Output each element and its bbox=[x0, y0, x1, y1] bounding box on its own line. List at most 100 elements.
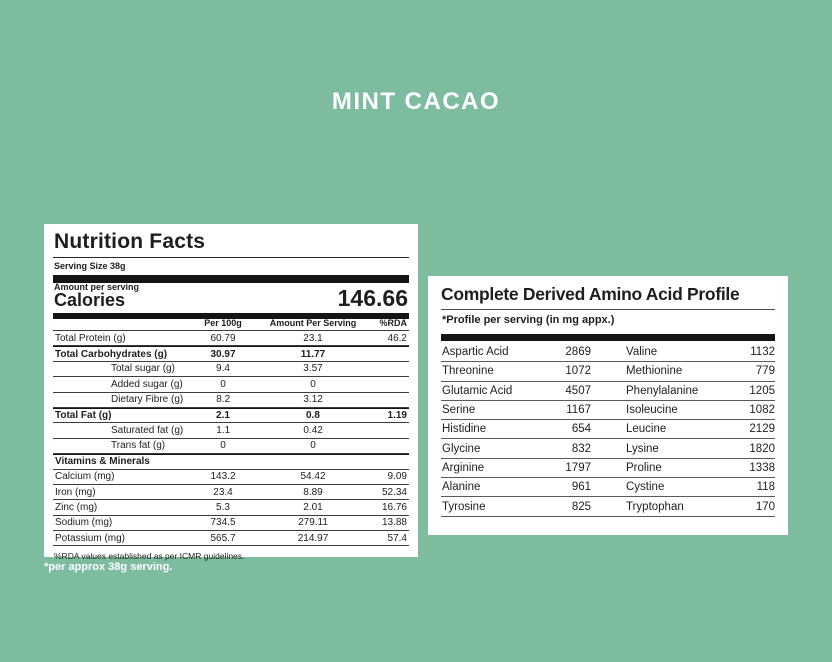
amino-name-right: Methionine bbox=[626, 365, 683, 378]
nutrient-rda: 57.4 bbox=[387, 532, 407, 544]
nutrient-per-serving: 0.8 bbox=[306, 410, 320, 422]
nutrition-table-row: Vitamins & Minerals bbox=[53, 454, 409, 470]
nutrient-label: Iron (mg) bbox=[55, 486, 96, 498]
nutrient-per-serving: 8.89 bbox=[303, 486, 323, 498]
amino-profile-panel: Complete Derived Amino Acid Profile *Pro… bbox=[428, 276, 788, 535]
nutrition-table-row: Added sugar (g) 0 0 bbox=[53, 377, 409, 393]
amino-value-left: 2869 bbox=[565, 346, 591, 359]
amino-value-left: 1072 bbox=[565, 365, 591, 378]
amino-name-left: Arginine bbox=[442, 461, 485, 474]
amino-name-left: Glycine bbox=[442, 442, 481, 455]
calories-label: Calories bbox=[54, 290, 126, 310]
nutrient-per-100g: 30.97 bbox=[210, 348, 236, 360]
nutrient-label: Total Protein (g) bbox=[55, 332, 126, 344]
nutrient-per-serving: 3.12 bbox=[303, 394, 323, 406]
nutrition-table-row: Trans fat (g) 0 0 bbox=[53, 439, 409, 455]
nutrition-table-row: Dietary Fibre (g) 8.2 3.12 bbox=[53, 393, 409, 408]
amino-table-row: Serine 1167 Isoleucine 1082 bbox=[441, 401, 775, 421]
nutrient-per-100g: 143.2 bbox=[210, 471, 236, 483]
nutrient-per-100g: 2.1 bbox=[216, 410, 230, 422]
amino-profile-title: Complete Derived Amino Acid Profile bbox=[441, 284, 775, 310]
nutrient-per-100g: 0 bbox=[220, 440, 226, 452]
nutrition-table-row: Zinc (mg) 5.3 2.01 16.76 bbox=[53, 500, 409, 516]
nutrition-table-row: Saturated fat (g) 1.1 0.42 bbox=[53, 423, 409, 439]
nutrient-label: Zinc (mg) bbox=[55, 501, 98, 513]
nutrient-per-serving: 214.97 bbox=[297, 532, 329, 544]
divider-bar-top bbox=[53, 275, 409, 283]
nutrient-per-serving: 0.42 bbox=[303, 425, 323, 437]
nutrient-per-serving: 54.42 bbox=[300, 471, 326, 483]
amino-value-left: 4507 bbox=[565, 384, 591, 397]
column-amount-per-serving: Amount Per Serving bbox=[269, 318, 357, 328]
amino-value-left: 825 bbox=[571, 500, 591, 513]
nutrient-label: Saturated fat (g) bbox=[111, 425, 184, 437]
amino-name-left: Histidine bbox=[442, 423, 487, 436]
nutrient-rda: 46.2 bbox=[387, 332, 407, 344]
nutrient-label: Total Carbohydrates (g) bbox=[55, 348, 168, 360]
nutrition-table-row: Calcium (mg) 143.2 54.42 9.09 bbox=[53, 470, 409, 485]
nutrient-per-serving: 0 bbox=[310, 378, 316, 390]
nutrient-label: Dietary Fibre (g) bbox=[111, 394, 184, 406]
nutrient-rda: 52.34 bbox=[381, 486, 407, 498]
rda-guidelines-note: %RDA values established as per ICMR guid… bbox=[54, 551, 245, 562]
divider-bar-calories bbox=[53, 313, 409, 319]
amino-table-row: Glycine 832 Lysine 1820 bbox=[441, 439, 775, 459]
nutrient-label: Sodium (mg) bbox=[55, 517, 113, 529]
amino-table-body: Aspartic Acid 2869 Valine 1132 Threonine… bbox=[441, 341, 775, 517]
nutrient-per-100g: 60.79 bbox=[210, 332, 236, 344]
nutrient-per-100g: 1.1 bbox=[216, 425, 231, 437]
nutrition-facts-title: Nutrition Facts bbox=[53, 230, 409, 258]
nutrition-table-body: Total Protein (g) 60.79 23.1 46.2 Total … bbox=[53, 331, 409, 547]
amino-table-row: Histidine 654 Leucine 2129 bbox=[441, 420, 775, 440]
amino-value-left: 654 bbox=[571, 423, 591, 436]
nutrient-label: Trans fat (g) bbox=[111, 440, 166, 452]
nutrient-rda: 9.09 bbox=[387, 471, 407, 483]
amino-name-left: Glutamic Acid bbox=[442, 384, 513, 397]
nutrient-label: Added sugar (g) bbox=[111, 378, 183, 390]
nutrient-per-serving: 11.77 bbox=[300, 348, 326, 360]
amino-value-left: 1797 bbox=[565, 461, 591, 474]
amino-table-row: Alanine 961 Cystine 118 bbox=[441, 478, 775, 498]
column-per-100g: Per 100g bbox=[204, 318, 242, 328]
nutrient-per-100g: 734.5 bbox=[210, 517, 236, 529]
nutrition-table-row: Total sugar (g) 9.4 3.57 bbox=[53, 362, 409, 378]
nutrient-label: Total sugar (g) bbox=[111, 363, 175, 375]
amino-table-row: Tyrosine 825 Tryptophan 170 bbox=[441, 497, 775, 517]
nutrient-per-100g: 0 bbox=[220, 378, 226, 390]
serving-footnote: *per approx 38g serving. bbox=[44, 561, 173, 573]
nutrition-table-row: Total Protein (g) 60.79 23.1 46.2 bbox=[53, 331, 409, 347]
nutrient-per-serving: 3.57 bbox=[303, 363, 323, 375]
amino-value-right: 2129 bbox=[749, 423, 775, 436]
nutrient-per-100g: 5.3 bbox=[216, 501, 230, 513]
nutrient-per-100g: 9.4 bbox=[216, 363, 230, 375]
amino-name-right: Isoleucine bbox=[626, 404, 678, 417]
amino-value-right: 170 bbox=[755, 500, 775, 513]
amino-profile-subtitle: *Profile per serving (in mg appx.) bbox=[442, 314, 615, 326]
nutrient-per-100g: 23.4 bbox=[213, 486, 233, 498]
amino-value-right: 1082 bbox=[749, 404, 775, 417]
amino-name-left: Alanine bbox=[442, 481, 481, 494]
nutrition-table-row: Total Fat (g) 2.1 0.8 1.19 bbox=[53, 407, 409, 424]
amino-value-right: 1820 bbox=[749, 442, 775, 455]
amino-name-left: Serine bbox=[442, 404, 476, 417]
nutrition-table-row: Total Carbohydrates (g) 30.97 11.77 bbox=[53, 346, 409, 362]
nutrition-table-row: Sodium (mg) 734.5 279.11 13.88 bbox=[53, 516, 409, 532]
amino-name-right: Proline bbox=[626, 461, 662, 474]
nutrient-label: Vitamins & Minerals bbox=[55, 456, 150, 468]
amino-table-row: Threonine 1072 Methionine 779 bbox=[441, 362, 775, 382]
calories-value: 146.66 bbox=[337, 285, 408, 311]
amino-value-right: 118 bbox=[756, 481, 775, 494]
amino-name-right: Phenylalanine bbox=[626, 384, 699, 397]
nutrition-table-row: Potassium (mg) 565.7 214.97 57.4 bbox=[53, 531, 409, 547]
nutrient-label: Calcium (mg) bbox=[55, 471, 115, 483]
amount-per-serving-label: Amount per serving bbox=[54, 282, 140, 292]
amino-table-row: Aspartic Acid 2869 Valine 1132 bbox=[441, 343, 775, 363]
amino-name-right: Lysine bbox=[626, 442, 659, 455]
calories-section: Amount per serving Calories 146.66 bbox=[53, 282, 409, 313]
nutrient-label: Total Fat (g) bbox=[55, 410, 112, 422]
amino-value-right: 779 bbox=[755, 365, 775, 378]
divider-bar-amino bbox=[441, 334, 775, 341]
serving-size-text: Serving Size 38g bbox=[54, 261, 126, 271]
nutrient-per-100g: 565.7 bbox=[210, 532, 236, 544]
nutrient-per-serving: 0 bbox=[310, 440, 316, 452]
